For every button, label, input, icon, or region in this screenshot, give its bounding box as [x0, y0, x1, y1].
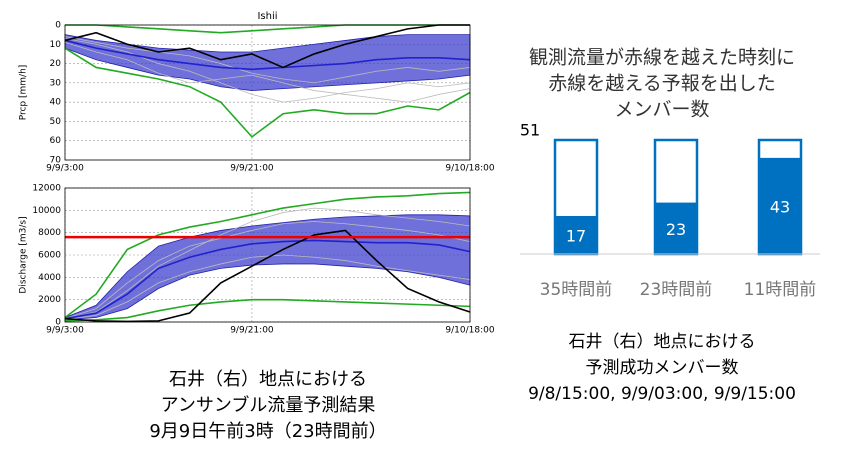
y-tick-label: 10000: [32, 206, 61, 216]
plot-title: Ishii: [257, 11, 277, 22]
series-line: [64, 36, 471, 84]
y-tick-label: 20: [50, 59, 62, 69]
caption: 9月9日午前3時（23時間前）: [149, 421, 386, 442]
series-line: [64, 239, 471, 320]
plot-frame: [64, 24, 471, 161]
bar: [555, 216, 597, 254]
y-tick-label: 0: [55, 21, 61, 31]
y-tick-label: 50: [50, 117, 62, 127]
series-line: [64, 39, 471, 71]
x-tick-label: 11時間前: [744, 280, 817, 300]
x-tick-label: 9/9/21:00: [230, 326, 274, 336]
x-tick-label: 9/10/18:00: [445, 326, 494, 336]
total-label: 51: [520, 121, 540, 140]
y-tick-label: 2000: [38, 295, 61, 305]
x-tick-label: 9/9/21:00: [230, 164, 274, 174]
value-label: 23: [666, 220, 686, 239]
x-tick-label: 23時間前: [640, 280, 713, 300]
chart-title: 赤線を越える予報を出した: [548, 73, 775, 95]
y-tick-label: 40: [50, 98, 62, 108]
series-line: [64, 191, 471, 319]
value-label: 43: [770, 197, 790, 216]
y-tick-label: 4000: [38, 273, 61, 283]
caption: 9/8/15:00, 9/9/03:00, 9/9/15:00: [528, 384, 796, 404]
series-line: [64, 41, 471, 103]
series-line: [64, 47, 471, 138]
plot-frame: [64, 187, 471, 323]
chart-title: メンバー数: [614, 99, 709, 121]
y-tick-label: 12000: [32, 184, 61, 194]
x-tick-label: 9/9/3:00: [46, 326, 84, 336]
y-tick-label: 10: [50, 40, 62, 50]
series-line: [64, 24, 470, 69]
value-label: 17: [566, 227, 586, 246]
y-tick-label: 60: [50, 136, 62, 146]
y-tick-label: 30: [50, 78, 62, 88]
series-line: [64, 298, 471, 322]
x-tick-label: 9/9/3:00: [46, 164, 84, 174]
caption: アンサンブル流量予測結果: [161, 394, 376, 416]
bar: [655, 202, 697, 254]
y-tick-label: 8000: [38, 228, 61, 238]
caption: 予測成功メンバー数: [586, 358, 739, 378]
series-line: [64, 221, 471, 320]
caption: 石井（右）地点における: [169, 369, 367, 390]
x-tick-label: 35時間前: [540, 280, 613, 300]
series-line: [64, 229, 471, 323]
y-tick-label: 70: [50, 156, 62, 166]
bar: [759, 157, 801, 254]
series-line: [64, 38, 471, 103]
y-axis-label: Discharge [m3/s]: [19, 216, 29, 293]
caption: 石井（右）地点における: [569, 332, 756, 352]
x-tick-label: 9/10/18:00: [445, 164, 494, 174]
chart-title: 観測流量が赤線を越えた時刻に: [529, 47, 795, 69]
y-axis-label: Prcp [mm/h]: [19, 65, 29, 121]
series-line: [64, 254, 471, 321]
series-line: [64, 207, 471, 320]
y-tick-label: 6000: [38, 251, 61, 261]
y-tick-label: 0: [55, 318, 61, 328]
